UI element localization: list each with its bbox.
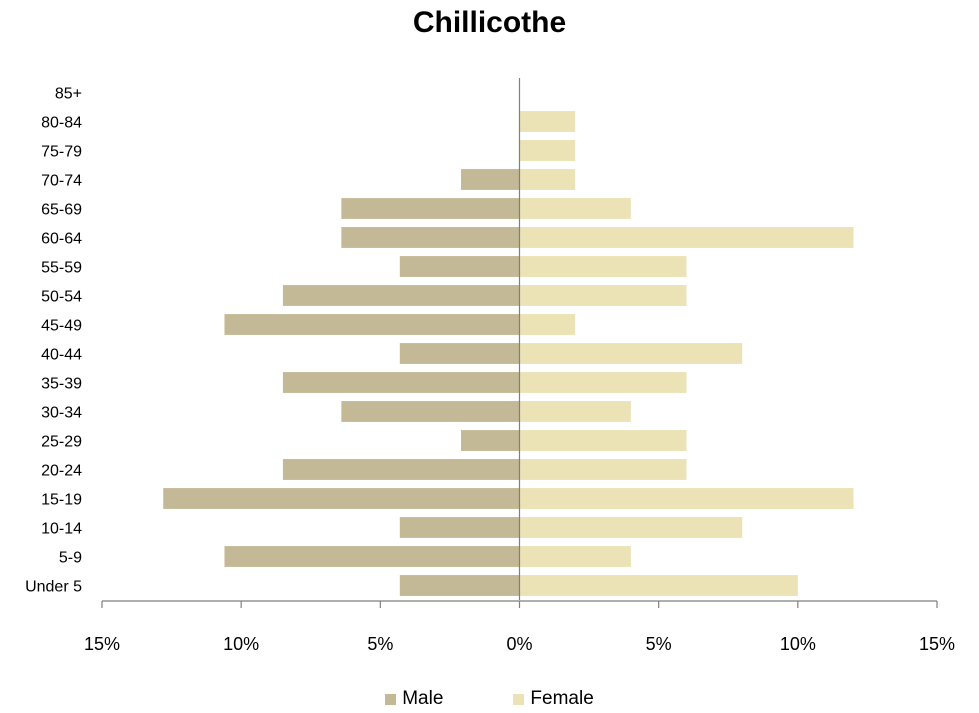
male-bar-70-74 — [461, 169, 520, 190]
x-tick-label: 5% — [646, 634, 672, 654]
male-bar-30-34 — [341, 401, 520, 422]
y-tick-label: 20-24 — [41, 463, 82, 480]
male-bar-55-59 — [399, 256, 520, 277]
legend: Male Female — [0, 688, 979, 710]
y-tick-label: 30-34 — [41, 405, 82, 422]
female-bar-10-14 — [519, 517, 743, 538]
female-bar-50-54 — [519, 285, 687, 306]
female-bar-75-79 — [519, 140, 576, 161]
male-bar-60-64 — [341, 227, 520, 248]
y-tick-label: Under 5 — [25, 579, 82, 596]
female-bar-45-49 — [519, 314, 576, 335]
male-bar-40-44 — [399, 343, 520, 364]
y-tick-label: 10-14 — [41, 521, 82, 538]
x-tick-label: 15% — [919, 634, 955, 654]
y-tick-label: 25-29 — [41, 434, 82, 451]
male-bar-20-24 — [282, 459, 520, 480]
x-tick-label: 10% — [223, 634, 259, 654]
female-bar-35-39 — [519, 372, 687, 393]
male-bar-65-69 — [341, 198, 520, 219]
male-bar-10-14 — [399, 517, 520, 538]
female-bar-65-69 — [519, 198, 631, 219]
y-tick-label: 35-39 — [41, 376, 82, 393]
y-tick-label: 55-59 — [41, 260, 82, 277]
y-tick-label: 75-79 — [41, 144, 82, 161]
axes — [101, 78, 938, 608]
male-bar-5-9 — [224, 546, 520, 567]
female-bar-60-64 — [519, 227, 854, 248]
x-axis-labels: 15% 10% 5% 0% 5% 10% 15% — [84, 634, 955, 654]
y-tick-label: 80-84 — [41, 115, 82, 132]
legend-label-male: Male — [402, 688, 444, 709]
legend-item-male: Male — [385, 688, 443, 710]
legend-swatch-male — [385, 693, 397, 705]
female-bar-40-44 — [519, 343, 743, 364]
chart-title: Chillicothe — [412, 6, 567, 39]
y-tick-label: 65-69 — [41, 202, 82, 219]
y-tick-label: 70-74 — [41, 173, 82, 190]
legend-item-female: Female — [513, 688, 594, 710]
male-bar-50-54 — [282, 285, 520, 306]
female-bar-25-29 — [519, 430, 687, 451]
female-bar-15-19 — [519, 488, 854, 509]
y-axis-labels: Under 5 5-9 10-14 15-19 20-24 25-29 30-34 35-39… — [25, 86, 82, 596]
male-bar-25-29 — [461, 430, 520, 451]
x-tick-label: 5% — [367, 634, 393, 654]
y-tick-label: 85+ — [55, 86, 82, 103]
y-tick-label: 40-44 — [41, 347, 82, 364]
x-tick-label: 0% — [506, 634, 532, 654]
legend-label-female: Female — [530, 688, 594, 709]
male-bar-15-19 — [163, 488, 520, 509]
female-bar-5-9 — [519, 546, 631, 567]
y-tick-label: 45-49 — [41, 318, 82, 335]
x-tick-label: 10% — [780, 634, 816, 654]
female-bar-under-5 — [519, 575, 798, 596]
y-tick-label: 15-19 — [41, 492, 82, 509]
x-tick-label: 15% — [84, 634, 120, 654]
male-bar-35-39 — [282, 372, 520, 393]
y-tick-label: 5-9 — [59, 550, 82, 567]
y-tick-label: 50-54 — [41, 289, 82, 306]
female-bar-55-59 — [519, 256, 687, 277]
female-bar-20-24 — [519, 459, 687, 480]
female-bar-70-74 — [519, 169, 576, 190]
legend-swatch-female — [513, 693, 525, 705]
male-bar-under-5 — [399, 575, 520, 596]
female-bars — [519, 111, 854, 596]
male-bar-45-49 — [224, 314, 520, 335]
y-tick-label: 60-64 — [41, 231, 82, 248]
male-bars — [163, 169, 520, 596]
female-bar-80-84 — [519, 111, 576, 132]
female-bar-30-34 — [519, 401, 631, 422]
